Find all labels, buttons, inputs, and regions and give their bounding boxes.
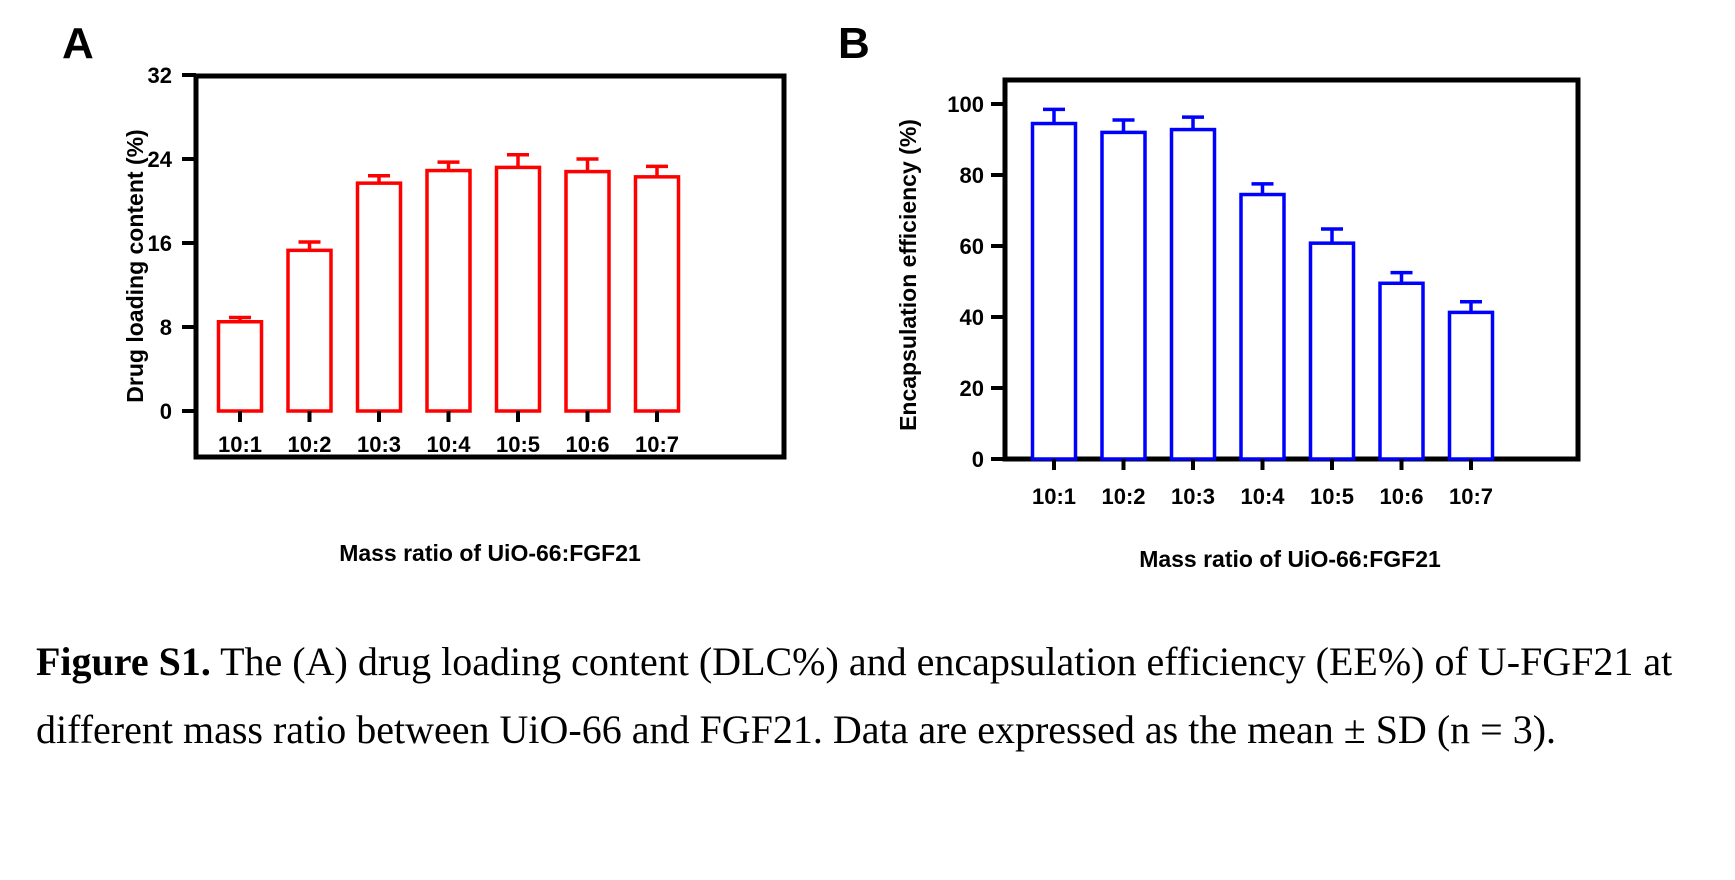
panel-a-x-tick-label: 10:7 (635, 432, 679, 457)
panel-b-frame (1002, 77, 1581, 462)
caption-label: Figure S1. (36, 639, 211, 684)
panel-b-y-tick-label: 40 (960, 305, 984, 330)
panel-a-y-tick-label: 32 (148, 63, 172, 88)
caption-text: The (A) drug loading content (DLC%) and … (36, 639, 1673, 752)
panel-a-bar (355, 181, 403, 413)
panel-b-y-tick-label: 0 (972, 447, 984, 472)
panel-a-y-axis-title: Drug loading content (%) (122, 129, 148, 402)
panel-b-bar (1239, 192, 1286, 461)
panel-a-bar (425, 168, 472, 413)
panel-b-x-tick-label: 10:1 (1032, 484, 1076, 509)
panel-b-y-ticks: 0 20 40 60 80 100 (947, 92, 1005, 472)
panel-a-y-tick-label: 24 (148, 147, 173, 172)
panel-a-x-tick-label: 10:2 (287, 432, 331, 457)
panel-a-bar (494, 165, 542, 413)
panel-a-frame (193, 73, 787, 460)
panel-a-x-tick-label: 10:6 (565, 432, 609, 457)
panel-b-y-tick-label: 80 (960, 163, 984, 188)
panel-b-y-tick-label: 100 (947, 92, 984, 117)
panel-b-x-ticks: 10:1 10:2 10:3 10:4 10:5 10:6 10:7 (1032, 459, 1493, 509)
panel-b-bar (1308, 241, 1356, 461)
panel-b-bar (1030, 121, 1078, 461)
panel-b-x-tick-label: 10:4 (1240, 484, 1285, 509)
panel-a-bar (216, 320, 264, 413)
panel-a-y-tick-label: 0 (160, 399, 172, 424)
panel-a-y-tick-label: 16 (148, 231, 172, 256)
panel-b-x-tick-label: 10:5 (1310, 484, 1354, 509)
panel-b-bar (1447, 310, 1495, 461)
panel-b-y-tick-label: 60 (960, 234, 984, 259)
panel-a-x-tick-label: 10:5 (496, 432, 540, 457)
panel-b-bar (1378, 281, 1425, 461)
panel-b-bars (1030, 107, 1495, 461)
panel-a-bar (633, 175, 681, 413)
panel-b-x-tick-label: 10:6 (1379, 484, 1423, 509)
panel-b-y-axis-title: Encapsulation efficiency (%) (895, 119, 921, 431)
panel-b-bar (1100, 130, 1147, 461)
panel-b-x-axis-title: Mass ratio of UiO-66:FGF21 (1139, 546, 1441, 572)
panel-b-x-tick-label: 10:2 (1101, 484, 1145, 509)
panel-a-y-tick-label: 8 (160, 315, 172, 340)
panel-b-x-tick-label: 10:3 (1171, 484, 1215, 509)
panel-a-bar (564, 169, 611, 413)
panel-a-bars (216, 153, 681, 413)
panel-a-bar (286, 248, 333, 413)
panel-a-x-tick-label: 10:1 (218, 432, 262, 457)
panel-a-letter: A (62, 19, 94, 68)
panel-a-x-axis-title: Mass ratio of UiO-66:FGF21 (339, 540, 641, 566)
panel-a-y-ticks: 0 8 16 24 32 (148, 63, 196, 424)
panel-a-x-ticks: 10:1 10:2 10:3 10:4 10:5 10:6 10:7 (218, 411, 679, 457)
panel-b-x-tick-label: 10:7 (1449, 484, 1493, 509)
panel-b-bar (1169, 127, 1217, 461)
panel-b-letter: B (838, 19, 870, 68)
panel-b-y-tick-label: 20 (960, 376, 984, 401)
panel-a-x-tick-label: 10:3 (357, 432, 401, 457)
figure-caption: Figure S1. The (A) drug loading content … (36, 628, 1716, 764)
panel-a-x-tick-label: 10:4 (426, 432, 471, 457)
